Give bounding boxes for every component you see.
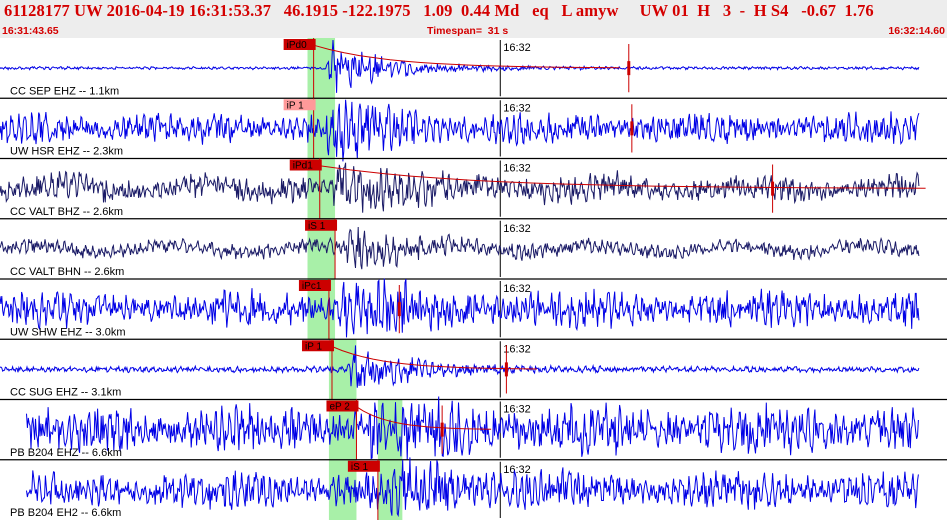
waveform-trace [0,226,920,270]
channel-label: UW SHW EHZ -- 3.0km [10,326,126,338]
channel-label: CC VALT BHZ -- 2.6km [10,206,123,218]
pick-flag-label: iPd0 [287,40,307,51]
minute-tick-label: 16:32 [503,283,531,295]
pick-flag-label: eP 2 [329,402,350,413]
pick-flag [289,159,322,171]
amplitude-marker-tab [504,362,508,377]
minute-tick-label: 16:32 [503,102,531,114]
minute-tick-label: 16:32 [503,163,531,175]
waveform-trace [0,345,920,388]
amplitude-marker-tab [627,61,631,76]
end-time-label: 16:32:14.60 [888,25,945,37]
channel-label: PB B204 EHZ -- 6.6km [10,447,122,459]
pick-flag-label: iP 1 [287,100,304,111]
minute-tick-label: 16:32 [503,404,531,416]
pick-flag [326,400,359,412]
channel-label: CC VALT BHN -- 2.6km [10,266,124,278]
pick-flag [347,460,380,472]
amplitude-marker-tab [771,181,775,196]
minute-tick-label: 16:32 [503,223,531,235]
waveform-trace [26,457,919,518]
event-summary-line: 61128177 UW 2016-04-19 16:31:53.37 46.19… [4,1,874,20]
coda-envelope [319,165,926,189]
seismogram-panels: 16:32 iPd0 CC SEP EHZ -- 1.1km 16:32 iP 1 UW … [0,38,947,520]
coda-envelope [356,406,492,430]
waveform-trace [0,99,920,162]
pick-flag [283,99,316,111]
waveform-trace [26,396,919,461]
pick-flag [305,219,338,231]
amplitude-marker-tab [630,121,634,136]
pick-flag-label: iPd1 [293,161,313,172]
channel-label: UW HSR EHZ -- 2.3km [10,146,123,158]
minute-tick-label: 16:32 [503,464,531,476]
coda-envelope [313,44,620,69]
event-header: 61128177 UW 2016-04-19 16:31:53.37 46.19… [0,0,947,38]
amplitude-marker-tab [440,422,444,437]
coda-envelope [331,346,538,370]
pick-flag [298,280,331,291]
waveform-trace [0,278,920,338]
waveform-trace [0,39,920,93]
pick-flag-label: iS 1 [351,462,369,473]
minute-tick-label: 16:32 [503,42,531,54]
pick-flag-label: iPc1 [302,281,322,292]
amplitude-marker-tab [397,302,401,317]
start-time-label: 16:31:43.65 [2,25,59,37]
pick-flag [283,39,316,50]
minute-tick-label: 16:32 [503,343,531,355]
pick-flag-label: iS 1 [308,221,326,232]
channel-label: CC SUG EHZ -- 3.1km [10,387,121,399]
pick-flag-label: iP 1 [305,341,322,352]
pick-flag [301,340,334,352]
timespan-label: Timespan= 31 s [427,25,509,37]
channel-label: PB B204 EH2 -- 6.6km [10,507,121,519]
channel-label: CC SEP EHZ -- 1.1km [10,85,119,97]
